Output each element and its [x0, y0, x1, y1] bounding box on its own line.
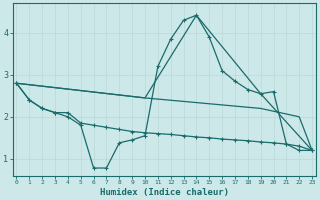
- X-axis label: Humidex (Indice chaleur): Humidex (Indice chaleur): [100, 188, 229, 197]
